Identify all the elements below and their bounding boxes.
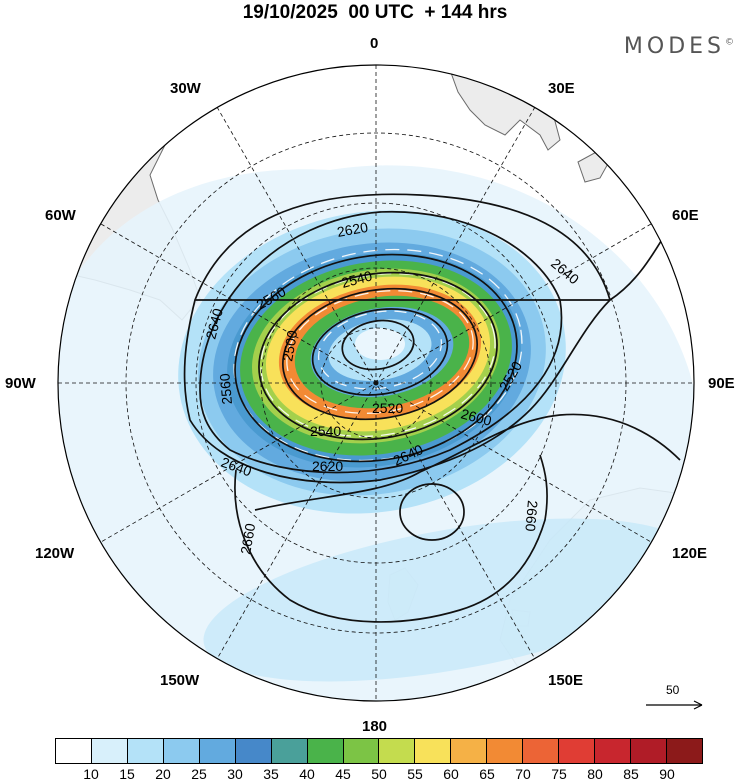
colorbar-cell: [343, 739, 380, 763]
colorbar-cell: [523, 739, 560, 763]
brand-logo: MODES©: [623, 34, 734, 59]
colorbar-cell: [91, 739, 128, 763]
colorbar-tick-label: 20: [155, 766, 171, 782]
colorbar-tick-label: 30: [227, 766, 243, 782]
pole-marker: [373, 380, 379, 386]
contour-label: 2660: [522, 500, 541, 533]
map-disc: [58, 65, 694, 701]
contour-label: 2540: [310, 423, 341, 439]
contour-2660-center: [399, 483, 465, 541]
contour-2620: [199, 210, 563, 474]
colorbar-cell: [379, 739, 416, 763]
contour-2660-west: [254, 413, 681, 511]
contour-label: 2600: [459, 405, 493, 429]
colorbar-tick-label: 35: [263, 766, 279, 782]
vector-scale-arrow: [646, 700, 703, 710]
streamline-inner: [286, 290, 474, 414]
meridian-label-180: 180: [362, 718, 388, 735]
colorbar-cell: [127, 739, 164, 763]
colorbar-cell: [666, 739, 702, 763]
colorbar-cell: [487, 739, 524, 763]
meridian-label-90w: 90W: [5, 375, 36, 392]
contour-2520: [311, 308, 449, 396]
contour-label: 2640: [202, 306, 226, 340]
colorbar-cell: [595, 739, 631, 763]
contour-label: 2620: [312, 458, 343, 474]
colorbar-cell: [271, 739, 308, 763]
colorbar-cell: [163, 739, 200, 763]
meridian-label-30e: 30E: [548, 80, 575, 97]
streamline-middle: [260, 272, 496, 438]
contour-2500: [341, 319, 415, 371]
contour-2560: [258, 271, 498, 441]
colorbar-cell: [199, 739, 236, 763]
contour-2660-south: [234, 454, 548, 623]
contour-label: 2560: [216, 372, 235, 405]
colorbar-cell: [235, 739, 272, 763]
colorbar-tick-label: 55: [407, 766, 423, 782]
contour-label: 2540: [340, 267, 374, 291]
meridian-label-60e: 60E: [672, 207, 699, 224]
contour-2540: [282, 287, 478, 421]
meridian-label-0: 0: [370, 35, 379, 52]
meridian-label-150e: 150E: [548, 672, 584, 689]
contour-label: 2620: [336, 219, 370, 240]
meridian-label-120w: 120W: [35, 545, 75, 562]
colorbar-tick-label: 10: [83, 766, 99, 782]
colorbar-tick-label: 15: [119, 766, 135, 782]
height-contours: [183, 193, 681, 623]
colorbar-tick-label: 25: [191, 766, 207, 782]
colorbar-tick-label: 70: [515, 766, 531, 782]
colorbar-tick-label: 85: [623, 766, 639, 782]
streamline-outer: [233, 248, 523, 462]
colorbar-tick-label: 90: [659, 766, 675, 782]
colorbar-cell: [56, 739, 92, 763]
colorbar-tick-label: 45: [335, 766, 351, 782]
contour-label: 2500: [279, 329, 300, 363]
map-border: [57, 64, 695, 702]
colorbar-cell: [451, 739, 488, 763]
chart-title: 19/10/2025 00 UTC + 144 hrs: [242, 2, 508, 23]
contour-label: 2660: [237, 522, 258, 556]
meridian-label-120e: 120E: [672, 545, 708, 562]
meridian-label-150w: 150W: [160, 672, 200, 689]
colorbar: [55, 738, 703, 764]
streamline-core: [317, 310, 443, 390]
colorbar-tick-label: 50: [371, 766, 387, 782]
colorbar-cell: [415, 739, 452, 763]
meridian-label-60w: 60W: [45, 207, 76, 224]
colorbar-tick-label: 60: [443, 766, 459, 782]
colorbar-tick-label: 65: [479, 766, 495, 782]
contour-label: 2520: [372, 400, 403, 416]
colorbar-tick-label: 40: [299, 766, 315, 782]
colorbar-tick-label: 75: [551, 766, 567, 782]
meridian-label-90e: 90E: [708, 375, 735, 392]
colorbar-cell: [307, 739, 344, 763]
colorbar-cell: [559, 739, 596, 763]
wind-band-center: [355, 328, 405, 360]
colorbar-cell: [631, 739, 667, 763]
meridian-label-30w: 30W: [170, 80, 201, 97]
vector-scale-label: 50: [666, 683, 680, 697]
wind-vectors: [233, 248, 523, 462]
colorbar-tick-label: 80: [587, 766, 603, 782]
